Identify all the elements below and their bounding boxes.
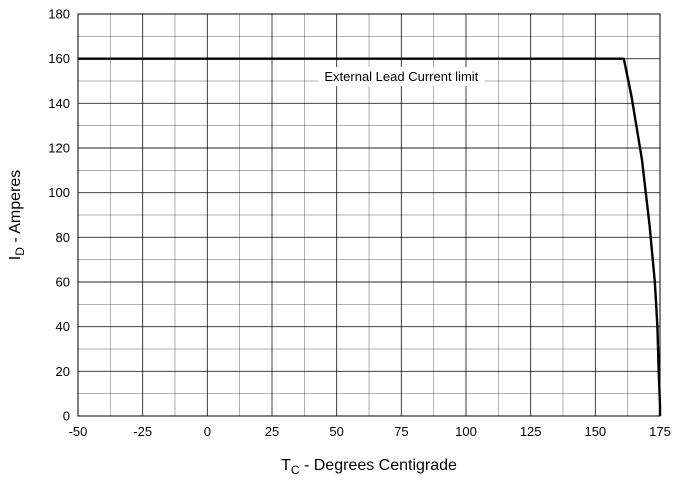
y-axis-title-main: I [7,256,24,260]
x-tick-label: 25 [265,424,279,439]
x-axis-title: TC - Degrees Centigrade [281,457,457,477]
x-axis-title-rest: - Degrees Centigrade [300,457,458,474]
y-tick-label: 180 [48,7,70,22]
y-tick-label: 80 [56,230,70,245]
y-axis-title-rest: - Amperes [7,170,24,247]
x-tick-label: 100 [455,424,477,439]
annotation-layer: External Lead Current limit [318,67,485,87]
y-axis-title: ID - Amperes [7,170,27,260]
series-layer [78,57,662,416]
y-tick-label: 120 [48,141,70,156]
x-tick-labels: -50 -25 0 25 50 75 100 125 150 175 [69,424,671,439]
y-tick-label: 20 [56,364,70,379]
y-tick-labels: 0 20 40 60 80 100 120 140 160 180 [48,7,70,424]
x-tick-label: 50 [329,424,343,439]
x-tick-label: 150 [584,424,606,439]
y-tick-label: 160 [48,51,70,66]
annotation-label: External Lead Current limit [324,69,478,84]
plot-frame [77,13,661,417]
x-axis-title-main: T [281,457,291,474]
series-line [78,57,662,416]
y-axis-title-subscript: D [13,247,27,256]
x-tick-label: -50 [69,424,88,439]
x-tick-label: 0 [204,424,211,439]
y-tick-label: 100 [48,185,70,200]
y-tick-label: 140 [48,96,70,111]
annotation-background [318,67,485,87]
x-tick-label: 175 [649,424,671,439]
x-tick-label: 75 [394,424,408,439]
x-tick-label: 125 [520,424,542,439]
y-tick-label: 0 [63,409,70,424]
y-tick-label: 40 [56,319,70,334]
x-axis-title-subscript: C [291,463,300,477]
x-tick-label: -25 [133,424,152,439]
y-tick-label: 60 [56,275,70,290]
